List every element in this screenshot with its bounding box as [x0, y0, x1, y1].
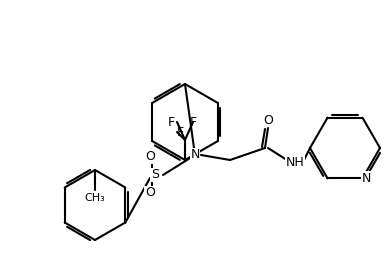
Text: F: F	[167, 116, 174, 129]
Text: F: F	[176, 125, 183, 138]
Text: N: N	[362, 172, 371, 185]
Text: N: N	[190, 149, 200, 161]
Text: F: F	[189, 116, 196, 129]
Text: CH₃: CH₃	[85, 193, 105, 203]
Text: NH: NH	[286, 156, 304, 169]
Text: O: O	[263, 113, 273, 127]
Text: O: O	[145, 150, 155, 164]
Text: O: O	[145, 187, 155, 199]
Text: S: S	[151, 169, 159, 181]
